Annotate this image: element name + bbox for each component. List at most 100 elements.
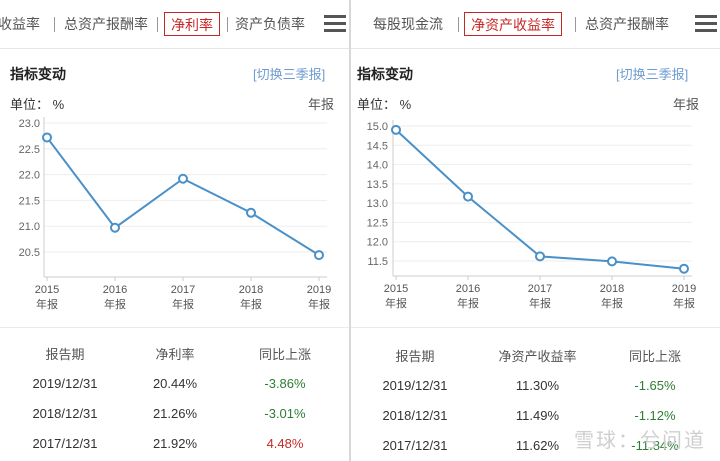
divider bbox=[0, 327, 349, 328]
col-header-period: 报告期 bbox=[45, 346, 85, 362]
tab-roe[interactable]: 净资产收益率 bbox=[464, 12, 562, 36]
y-tick-label: 14.5 bbox=[367, 140, 388, 152]
tab-total-asset-return[interactable]: 总资产报酬率 bbox=[585, 16, 669, 32]
x-tick-sublabel: 年报 bbox=[529, 296, 551, 310]
y-tick-label: 12.0 bbox=[367, 237, 388, 249]
y-tick-label: 23.0 bbox=[19, 118, 40, 130]
data-point bbox=[607, 256, 617, 267]
y-tick-label: 15.0 bbox=[367, 121, 388, 133]
table-row: 2018/12/31 11.49% -1.12% bbox=[355, 400, 710, 430]
x-tick-label: 2019 bbox=[307, 284, 331, 296]
x-tick-label: 2018 bbox=[239, 284, 263, 296]
cell-period: 2018/12/31 bbox=[382, 407, 448, 423]
switch-quarterly-link[interactable]: [切换三季报] bbox=[253, 67, 326, 82]
col-header-value: 净利率 bbox=[155, 346, 195, 362]
tab-separator bbox=[157, 17, 158, 32]
y-tick-label: 14.0 bbox=[367, 160, 388, 172]
y-tick-label: 22.0 bbox=[19, 170, 40, 182]
cell-period: 2017/12/31 bbox=[382, 437, 448, 453]
x-tick-sublabel: 年报 bbox=[172, 297, 194, 311]
tab-separator bbox=[575, 17, 576, 32]
x-tick-label: 2019 bbox=[672, 283, 696, 295]
table-row: 2017/12/31 21.92% 4.48% bbox=[10, 428, 340, 458]
net-margin-table: 报告期 净利率 同比上涨 2019/12/31 20.44% -3.86% 20… bbox=[10, 338, 340, 458]
cell-value: 11.62% bbox=[515, 437, 560, 453]
y-tick-label: 21.0 bbox=[19, 221, 40, 233]
period-label: 年报 bbox=[673, 97, 700, 112]
x-tick-label: 2018 bbox=[600, 283, 624, 295]
col-header-change: 同比上涨 bbox=[258, 346, 311, 362]
data-point bbox=[679, 263, 689, 274]
tab-debt-ratio[interactable]: 资产负债率 bbox=[235, 16, 305, 32]
tab-cash-flow-per-share[interactable]: 每股现金流 bbox=[373, 16, 443, 32]
unit-label: 单位： % bbox=[10, 97, 65, 112]
data-point bbox=[391, 124, 401, 135]
cell-change: -1.12% bbox=[634, 407, 676, 423]
cell-change: -1.65% bbox=[634, 377, 676, 393]
x-tick-sublabel: 年报 bbox=[457, 296, 479, 310]
menu-icon[interactable] bbox=[324, 15, 346, 33]
tab-separator bbox=[458, 17, 459, 32]
cell-period: 2019/12/31 bbox=[32, 375, 98, 391]
y-tick-label: 22.5 bbox=[19, 144, 40, 156]
indicator-tabs: 收益率 总资产报酬率 净利率 资产负债率 bbox=[0, 0, 349, 49]
table-row: 2019/12/31 20.44% -3.86% bbox=[10, 368, 340, 398]
section-title: 指标变动 bbox=[357, 66, 413, 82]
cell-value: 21.92% bbox=[152, 435, 198, 451]
tab-roa-partial[interactable]: 收益率 bbox=[0, 16, 40, 32]
cell-value: 20.44% bbox=[152, 375, 198, 391]
cell-period: 2017/12/31 bbox=[32, 435, 98, 451]
col-header-change: 同比上涨 bbox=[628, 348, 681, 364]
x-tick-label: 2017 bbox=[171, 284, 195, 296]
tab-separator bbox=[227, 17, 228, 32]
x-tick-sublabel: 年报 bbox=[308, 297, 330, 311]
roe-table: 报告期 净资产收益率 同比上涨 2019/12/31 11.30% -1.65%… bbox=[355, 340, 710, 460]
data-point bbox=[246, 207, 256, 218]
indicator-tabs: 每股现金流 净资产收益率 总资产报酬率 bbox=[351, 0, 720, 49]
period-label: 年报 bbox=[308, 97, 335, 112]
col-header-period: 报告期 bbox=[395, 348, 435, 364]
series-line bbox=[46, 136, 320, 256]
switch-quarterly-link[interactable]: [切换三季报] bbox=[616, 67, 689, 82]
data-point bbox=[178, 173, 188, 184]
cell-change: 4.48% bbox=[266, 435, 304, 451]
y-tick-label: 13.0 bbox=[367, 198, 388, 210]
table-row: 2018/12/31 21.26% -3.01% bbox=[10, 398, 340, 428]
x-tick-label: 2015 bbox=[384, 283, 408, 295]
cell-period: 2019/12/31 bbox=[382, 377, 448, 393]
x-tick-sublabel: 年报 bbox=[36, 297, 58, 311]
table-header-row: 报告期 净利率 同比上涨 bbox=[10, 338, 340, 368]
menu-icon[interactable] bbox=[695, 15, 717, 33]
table-row: 2019/12/31 11.30% -1.65% bbox=[355, 370, 710, 400]
tab-net-margin[interactable]: 净利率 bbox=[164, 12, 220, 36]
tab-total-asset-return[interactable]: 总资产报酬率 bbox=[64, 16, 148, 32]
x-tick-sublabel: 年报 bbox=[385, 296, 407, 310]
y-tick-label: 20.5 bbox=[19, 247, 40, 259]
data-point bbox=[42, 132, 52, 143]
table-row: 2017/12/31 11.62% -11.84% bbox=[355, 430, 710, 460]
watermark: 雪球：兮问道 bbox=[574, 430, 706, 452]
cell-value: 11.30% bbox=[515, 377, 560, 393]
data-point bbox=[314, 250, 324, 261]
series-line bbox=[395, 129, 685, 270]
cell-period: 2018/12/31 bbox=[32, 405, 98, 421]
x-tick-label: 2016 bbox=[103, 284, 127, 296]
cell-value: 21.26% bbox=[152, 405, 198, 421]
data-point bbox=[463, 191, 473, 202]
cell-change: -3.86% bbox=[264, 375, 306, 391]
col-header-value: 净资产收益率 bbox=[498, 348, 577, 364]
y-tick-label: 12.5 bbox=[367, 217, 388, 229]
tab-separator bbox=[54, 17, 55, 32]
table-header-row: 报告期 净资产收益率 同比上涨 bbox=[355, 340, 710, 370]
cell-change: -3.01% bbox=[264, 405, 306, 421]
x-tick-label: 2016 bbox=[456, 283, 480, 295]
x-tick-sublabel: 年报 bbox=[601, 296, 623, 310]
divider bbox=[351, 327, 720, 328]
x-tick-sublabel: 年报 bbox=[104, 297, 126, 311]
net-margin-chart: 23.022.522.021.521.020.52015年报2016年报2017… bbox=[19, 117, 331, 311]
section-title: 指标变动 bbox=[10, 66, 66, 82]
y-tick-label: 13.5 bbox=[367, 179, 388, 191]
x-tick-sublabel: 年报 bbox=[673, 296, 695, 310]
data-point bbox=[535, 251, 545, 262]
y-tick-label: 21.5 bbox=[19, 195, 40, 207]
